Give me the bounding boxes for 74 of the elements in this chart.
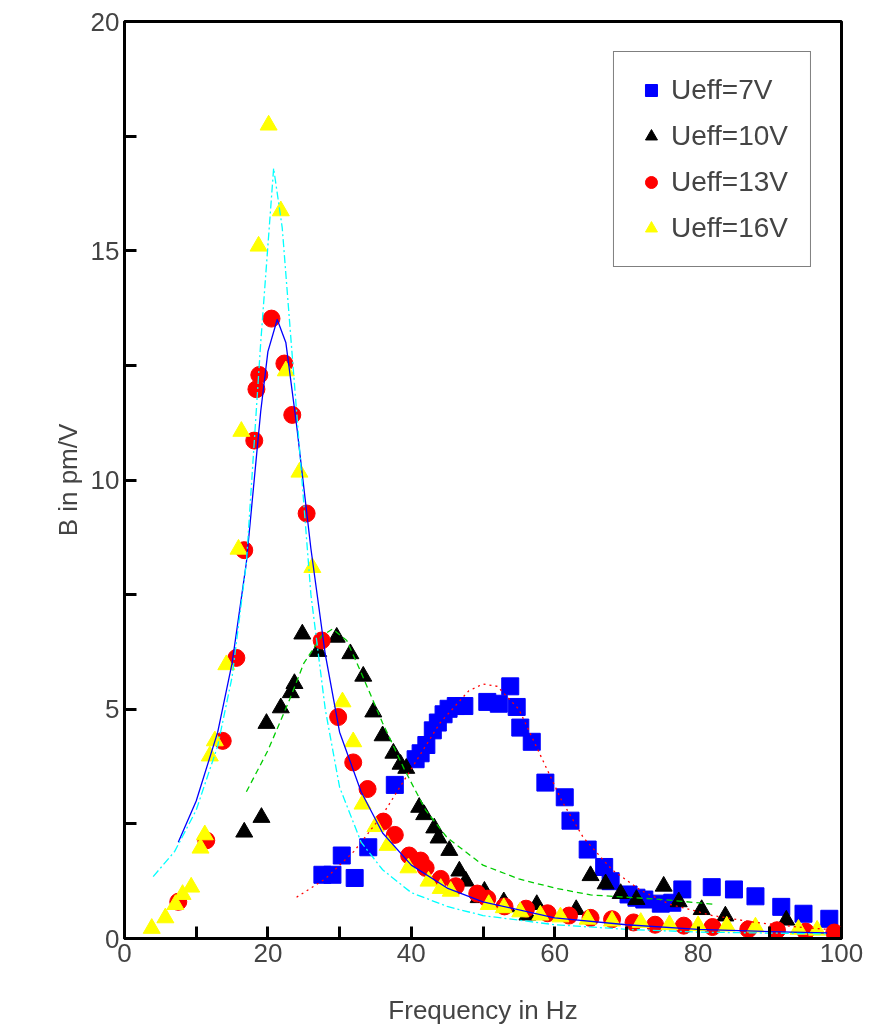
point — [229, 538, 248, 555]
point — [399, 857, 418, 874]
point — [262, 309, 281, 328]
point — [440, 840, 459, 856]
point — [344, 731, 363, 748]
point — [561, 811, 580, 830]
point — [772, 897, 791, 916]
point — [501, 677, 520, 696]
legend-label: Ueff=10V — [670, 120, 788, 152]
legend-label: Ueff=7V — [670, 74, 773, 106]
point — [359, 838, 378, 857]
point — [692, 899, 711, 916]
point — [259, 114, 278, 131]
point — [511, 718, 530, 737]
legend-label: Ueff=13V — [670, 166, 788, 198]
point — [794, 904, 813, 923]
point — [249, 235, 268, 252]
point — [397, 758, 416, 774]
point — [385, 775, 404, 794]
point — [555, 788, 574, 807]
x-tick-label: 100 — [819, 937, 864, 968]
point — [235, 821, 254, 838]
point — [285, 673, 304, 689]
x-tick-label: 80 — [683, 937, 713, 968]
point — [344, 753, 363, 772]
point — [271, 697, 290, 714]
point — [489, 694, 508, 713]
point — [536, 773, 555, 792]
point — [332, 846, 351, 865]
point — [271, 200, 290, 217]
point — [385, 825, 404, 844]
x-axis-title: Frequency in Hz — [388, 994, 578, 1025]
point — [257, 713, 276, 729]
point — [252, 807, 271, 823]
point — [232, 421, 251, 437]
point — [323, 865, 342, 884]
point — [578, 840, 597, 859]
point — [654, 875, 673, 892]
point — [596, 873, 615, 890]
point — [182, 876, 201, 893]
point — [415, 804, 434, 821]
point — [195, 824, 214, 841]
x-tick-label: 20 — [253, 937, 283, 968]
point — [581, 865, 600, 882]
point — [354, 665, 373, 682]
point — [364, 701, 383, 718]
x-tick-label: 60 — [540, 937, 570, 968]
point — [507, 697, 526, 716]
y-axis-title: B in pm/V — [52, 422, 83, 537]
y-tick-label: 15 — [90, 235, 120, 266]
legend-label: Ueff=16V — [670, 212, 788, 244]
point — [724, 880, 743, 899]
point — [419, 870, 438, 887]
point — [378, 835, 397, 851]
point — [702, 878, 721, 897]
point — [479, 894, 498, 910]
y-tick-label: 20 — [90, 6, 120, 37]
point — [373, 725, 392, 742]
point — [345, 868, 364, 887]
point — [329, 708, 348, 727]
point — [333, 691, 352, 708]
point — [217, 654, 236, 671]
x-tick-label: 40 — [396, 937, 426, 968]
point — [293, 623, 312, 640]
point — [191, 837, 210, 854]
point — [156, 907, 175, 924]
point — [358, 780, 377, 799]
point — [522, 732, 541, 751]
point — [142, 918, 161, 934]
point — [746, 887, 765, 906]
point — [441, 880, 460, 897]
point — [825, 923, 842, 939]
y-tick-label: 5 — [105, 694, 120, 725]
y-tick-label: 10 — [90, 465, 120, 495]
